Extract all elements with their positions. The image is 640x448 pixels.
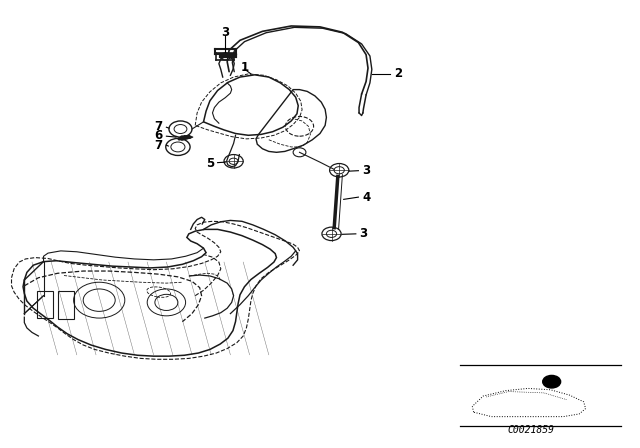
Text: 3: 3 [221,26,229,39]
Text: 7: 7 [155,138,163,152]
Text: 4: 4 [362,190,370,204]
Bar [37,291,53,318]
Text: C0021859: C0021859 [508,425,555,435]
Text: 2: 2 [394,67,402,81]
Circle shape [543,375,561,388]
Text: 3: 3 [360,227,367,241]
Text: 3: 3 [362,164,370,177]
Text: 5: 5 [206,157,214,170]
Text: 1: 1 [241,60,248,74]
Text: 6: 6 [155,129,163,142]
Text: 7: 7 [155,120,163,133]
Bar [58,291,74,319]
